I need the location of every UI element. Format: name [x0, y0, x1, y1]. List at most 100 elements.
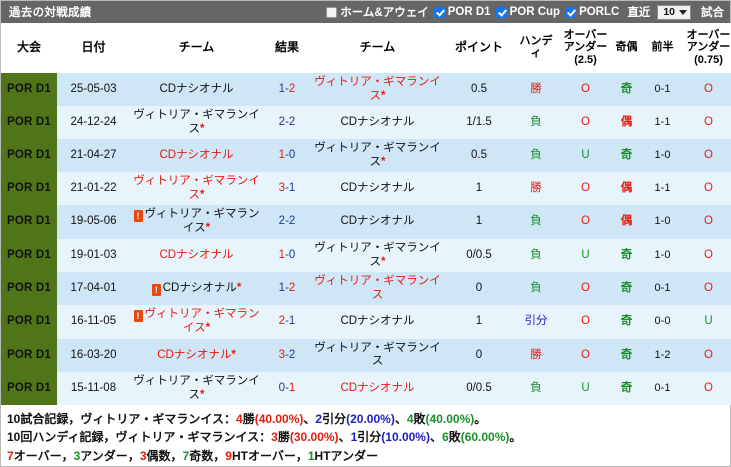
checkbox-checked-icon[interactable] — [495, 6, 507, 18]
match-date: 16-03-20 — [57, 338, 130, 372]
score-away: 0 — [288, 148, 296, 161]
league-badge[interactable]: POR D1 — [1, 239, 57, 273]
league-badge[interactable]: POR D1 — [1, 338, 57, 372]
overall-win-pct: (40.00%) — [254, 412, 304, 427]
handicap-win-word: 勝 — [277, 430, 290, 445]
star-marker: * — [205, 322, 211, 335]
odd-even-result: 偶 — [613, 205, 640, 239]
home-team-name[interactable]: CDナシオナル — [162, 281, 237, 294]
table-row[interactable]: POR D1 25-05-03 CDナシオナル 1-2 ヴィトリア・ギマランイス* 0.5… — [1, 72, 731, 107]
odd-even-result: 奇 — [613, 338, 640, 372]
overall-draw-pct: (20.00%) — [346, 412, 395, 427]
home-team-name[interactable]: ヴィトリア・ギマランイス — [144, 308, 260, 335]
totals-ht-over-word: HTオーバー — [231, 448, 296, 463]
score-dash: - — [285, 148, 289, 161]
away-team-cell: ヴィトリア・ギマランイス* — [311, 139, 444, 173]
filter-por-cup[interactable]: POR Cup — [495, 6, 560, 18]
league-badge[interactable]: POR D1 — [1, 371, 57, 406]
away-team-name[interactable]: ヴィトリア・ギマランイス — [314, 142, 441, 168]
star-marker: * — [381, 255, 386, 268]
away-team-name[interactable]: CDナシオナル — [340, 182, 415, 195]
table-row[interactable]: POR D1 19-01-03 CDナシオナル 1-0 ヴィトリア・ギマランイス* 0/0… — [1, 239, 731, 273]
odd-even-result: 奇 — [613, 239, 640, 273]
home-team-name[interactable]: ヴィトリア・ギマランイス — [133, 109, 260, 135]
totals-over-word: オーバー — [13, 448, 62, 463]
overall-lose-count: 4 — [406, 412, 414, 427]
table-row[interactable]: POR D1 15-11-08 ヴィトリア・ギマランイス* 0-1 CDナシオナル 0/0… — [1, 371, 731, 406]
first-half-score: 0-1 — [640, 272, 685, 306]
filter-por-d1[interactable]: POR D1 — [433, 6, 491, 18]
first-half-score: 1-1 — [640, 172, 685, 206]
home-team-name[interactable]: ヴィトリア・ギマランイス — [133, 175, 260, 201]
score-home: 3 — [278, 348, 286, 361]
matches-label: 試合 — [701, 7, 724, 19]
score-away: 1 — [288, 381, 296, 394]
away-team-name[interactable]: ヴィトリア・ギマランイス — [314, 242, 441, 268]
table-row[interactable]: POR D1 17-04-01! CDナシオナル* 1-2 ヴィトリア・ギマランイス 0 負… — [1, 272, 731, 306]
away-team-name[interactable]: CDナシオナル — [340, 215, 415, 228]
handicap-result: 勝 — [514, 72, 558, 107]
filter-home-away[interactable]: ホーム&アウェイ — [326, 4, 429, 20]
league-badge[interactable]: POR D1 — [1, 172, 57, 206]
league-badge[interactable]: POR D1 — [1, 139, 57, 173]
first-half-score: 1-0 — [640, 139, 685, 173]
score-home: 2 — [278, 215, 286, 228]
table-body: POR D1 25-05-03 CDナシオナル 1-2 ヴィトリア・ギマランイス* 0.5… — [1, 72, 731, 406]
recent-label: 直近 — [627, 7, 651, 19]
handicap-draw-count: 1 — [350, 430, 358, 445]
league-badge[interactable]: POR D1 — [1, 72, 57, 107]
home-team-cell: CDナシオナル — [130, 239, 263, 273]
first-half-score: 1-0 — [640, 205, 685, 239]
home-team-cell: ヴィトリア・ギマランイス* — [130, 172, 263, 206]
recent-count-select[interactable]: 10 — [657, 4, 691, 20]
table-row[interactable]: POR D1 21-01-22 ヴィトリア・ギマランイス* 3-1 CDナシオナル 1 勝 O… — [1, 172, 731, 206]
match-date: 24-12-24 — [57, 106, 130, 140]
totals-ht-under-count: 1 — [307, 448, 315, 463]
totals-odd-word: 奇数 — [189, 448, 214, 463]
league-badge[interactable]: POR D1 — [1, 272, 57, 306]
league-badge[interactable]: POR D1 — [1, 205, 57, 239]
home-team-cell: CDナシオナル — [130, 139, 263, 173]
league-badge[interactable]: POR D1 — [1, 305, 57, 339]
home-team-cell: ! ヴィトリア・ギマランイス* — [130, 305, 263, 339]
away-team-name[interactable]: CDナシオナル — [340, 315, 415, 328]
filter-porlc[interactable]: PORLC — [565, 6, 619, 18]
home-team-name[interactable]: CDナシオナル — [159, 148, 234, 161]
home-team-name[interactable]: CDナシオナル — [157, 348, 232, 361]
checkbox-unchecked-icon[interactable] — [326, 6, 338, 18]
score-dash: - — [285, 348, 289, 361]
away-team-name[interactable]: ヴィトリア・ギマランイス — [314, 341, 441, 368]
away-team-cell: CDナシオナル — [311, 205, 444, 239]
table-row[interactable]: POR D1 19-05-06! ヴィトリア・ギマランイス* 2-2 CDナシオナル 1 負… — [1, 205, 731, 239]
match-date: 17-04-01 — [57, 272, 130, 306]
checkbox-checked-icon[interactable] — [433, 6, 445, 18]
over-under-25-result: O — [558, 172, 613, 206]
table-row[interactable]: POR D1 16-03-20 CDナシオナル* 3-2 ヴィトリア・ギマランイス 0 勝 O… — [1, 338, 731, 372]
handicap-sep-1: 、 — [338, 430, 351, 445]
match-date: 21-01-22 — [57, 172, 130, 206]
table-row[interactable]: POR D1 21-04-27 CDナシオナル 1-0 ヴィトリア・ギマランイス* 0.5… — [1, 139, 731, 173]
away-team-name[interactable]: ヴィトリア・ギマランイス — [314, 75, 441, 102]
home-team-name[interactable]: ヴィトリア・ギマランイス — [144, 208, 260, 235]
handicap-result: 勝 — [514, 338, 558, 372]
table-row[interactable]: POR D1 24-12-24 ヴィトリア・ギマランイス* 2-2 CDナシオナル 1/1… — [1, 106, 731, 140]
away-team-name[interactable]: CDナシオナル — [340, 115, 415, 128]
checkbox-checked-icon[interactable] — [565, 6, 577, 18]
away-team-name[interactable]: ヴィトリア・ギマランイス — [314, 275, 441, 301]
home-team-name[interactable]: ヴィトリア・ギマランイス — [133, 374, 260, 401]
score-away: 0 — [288, 248, 296, 261]
point-value: 1 — [444, 205, 514, 239]
chevron-down-icon — [679, 9, 687, 15]
over-under-075-result: U — [685, 305, 731, 339]
over-under-25-result: U — [558, 139, 613, 173]
home-team-name[interactable]: CDナシオナル — [159, 82, 234, 95]
star-marker: * — [231, 348, 236, 361]
table-row[interactable]: POR D1 16-11-05! ヴィトリア・ギマランイス* 2-1 CDナシオナル 1 引… — [1, 305, 731, 339]
home-team-name[interactable]: CDナシオナル — [159, 248, 234, 261]
match-date: 21-04-27 — [57, 139, 130, 173]
odd-even-result: 偶 — [613, 172, 640, 206]
over-under-075-result: O — [685, 139, 731, 173]
league-badge[interactable]: POR D1 — [1, 106, 57, 140]
first-half-score: 1-0 — [640, 239, 685, 273]
away-team-name[interactable]: CDナシオナル — [340, 381, 415, 394]
